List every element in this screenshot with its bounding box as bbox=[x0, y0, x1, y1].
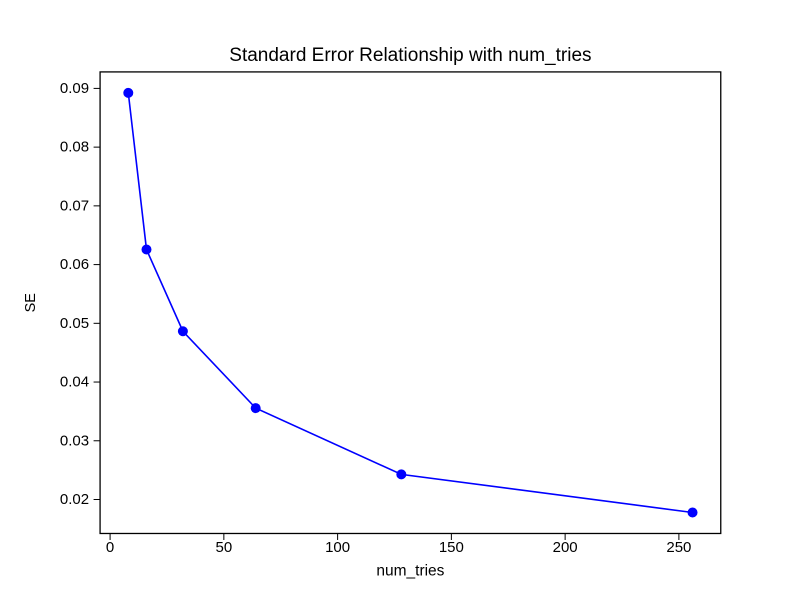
svg-text:Standard Error Relationship wi: Standard Error Relationship with num_tri… bbox=[229, 45, 591, 66]
svg-text:0.05: 0.05 bbox=[60, 315, 89, 332]
svg-text:num_tries: num_tries bbox=[376, 563, 444, 580]
svg-text:50: 50 bbox=[216, 539, 233, 556]
svg-text:0.03: 0.03 bbox=[60, 432, 89, 449]
svg-text:150: 150 bbox=[439, 539, 464, 556]
svg-text:0.02: 0.02 bbox=[60, 491, 89, 508]
svg-text:200: 200 bbox=[553, 539, 578, 556]
svg-text:100: 100 bbox=[325, 539, 350, 556]
svg-text:0.08: 0.08 bbox=[60, 139, 89, 156]
svg-text:0.09: 0.09 bbox=[60, 80, 89, 97]
svg-text:0: 0 bbox=[106, 539, 114, 556]
svg-text:250: 250 bbox=[666, 539, 691, 556]
svg-text:0.04: 0.04 bbox=[60, 374, 89, 391]
svg-text:0.07: 0.07 bbox=[60, 197, 89, 214]
svg-text:SE: SE bbox=[23, 293, 39, 313]
svg-text:0.06: 0.06 bbox=[60, 256, 89, 273]
